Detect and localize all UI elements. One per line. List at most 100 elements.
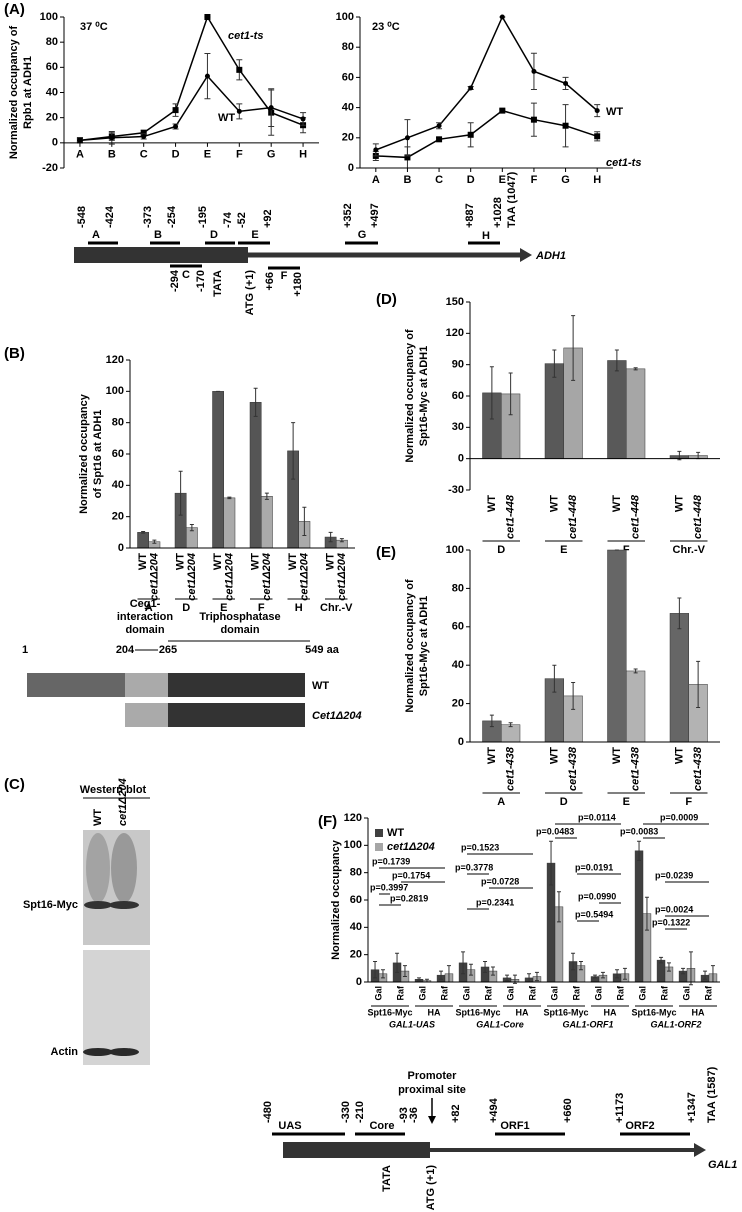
- y-tick-label: 0: [348, 162, 354, 174]
- bar: [223, 497, 236, 549]
- y-tick-label: 150: [446, 296, 464, 308]
- marker: [141, 134, 147, 140]
- error-bar: [141, 531, 146, 534]
- map-label: interaction: [117, 611, 174, 623]
- map-label: Promoter: [408, 1070, 458, 1082]
- map-label: +494: [488, 1097, 500, 1123]
- error-bar: [688, 951, 693, 986]
- y-tick-label: 80: [342, 41, 354, 53]
- y-tick-label: 120: [344, 812, 362, 824]
- y-tick-label: 100: [336, 11, 354, 23]
- line: [79, 74, 304, 142]
- bar: [607, 360, 627, 459]
- map-label: +660: [562, 1098, 574, 1123]
- map-label: ATG (+1): [244, 270, 256, 316]
- y-tick-label: 80: [350, 867, 362, 879]
- y-tick-label: 100: [344, 839, 362, 851]
- blot-smear: [111, 833, 137, 903]
- map-block: [168, 703, 305, 727]
- map-label: -210: [354, 1101, 366, 1123]
- y-tick-label: 0: [458, 736, 464, 748]
- error-bar: [339, 538, 344, 543]
- map-label: 1: [22, 644, 28, 656]
- map-label: TATA: [212, 270, 224, 297]
- p-value: p=0.0024: [655, 904, 693, 914]
- marker: [204, 73, 210, 79]
- panel-label: (F): [318, 813, 337, 830]
- p-value: p=0.5494: [575, 909, 613, 919]
- error-bar: [468, 963, 473, 976]
- map-block: [125, 703, 168, 727]
- bar: [626, 670, 646, 743]
- panel-label: (E): [376, 544, 396, 561]
- bar: [137, 532, 149, 549]
- error-bar: [508, 722, 513, 728]
- map-block: [27, 673, 125, 697]
- series-tick-label: WT: [548, 495, 560, 512]
- y-tick-label: 20: [452, 698, 464, 710]
- p-value: p=0.0009: [660, 812, 698, 822]
- y-tick-label: 0: [52, 137, 58, 149]
- bar: [261, 496, 273, 549]
- bar: [544, 363, 564, 459]
- map-label: +1347: [686, 1092, 698, 1123]
- error-bar: [637, 840, 642, 861]
- error-bar: [633, 367, 638, 371]
- map-label: TATA: [381, 1165, 393, 1192]
- series-tick-label: cet1Δ204: [186, 553, 198, 601]
- panel-label: (C): [4, 776, 25, 793]
- group-label: Spt16-Myc: [543, 1007, 588, 1017]
- error-bar: [552, 664, 557, 693]
- marker: [404, 154, 411, 161]
- x-tick-label: Raf: [395, 985, 405, 1001]
- error-bar: [659, 956, 664, 964]
- error-bar: [578, 961, 583, 971]
- map-label: +497: [369, 203, 381, 228]
- series-tick-label: WT: [250, 553, 262, 570]
- error-bar: [681, 967, 686, 975]
- map-label: C: [182, 269, 190, 281]
- y-tick-label: 100: [40, 11, 58, 23]
- map-label: TAA (1047): [506, 171, 518, 228]
- blot-band: [83, 1048, 113, 1056]
- marker: [109, 135, 115, 141]
- map-label: -424: [104, 205, 116, 228]
- series-label: cet1-ts: [606, 157, 641, 169]
- map-block: [74, 247, 248, 263]
- x-tick-label: Gal: [549, 986, 559, 1001]
- series-tick-label: WT: [486, 747, 498, 764]
- map-label: -254: [166, 205, 178, 228]
- marker: [268, 105, 274, 111]
- x-tick-label: B: [108, 149, 116, 161]
- y-tick-label: 0: [356, 976, 362, 988]
- map-label: +92: [262, 209, 274, 228]
- y-tick-label: 60: [46, 61, 58, 73]
- error-bar: [380, 969, 385, 979]
- y-tick-label: 0: [118, 542, 124, 554]
- p-value: p=0.3778: [455, 862, 493, 872]
- error-bar: [373, 961, 378, 979]
- p-value: p=0.1523: [461, 842, 499, 852]
- error-bar: [264, 492, 269, 500]
- x-tick-label: Raf: [703, 985, 713, 1001]
- x-tick-label: F: [236, 149, 243, 161]
- series-tick-label: WT: [611, 747, 623, 764]
- y-tick-label: 100: [446, 544, 464, 556]
- y-tick-label: 90: [452, 359, 464, 371]
- y-tick-label: 30: [452, 421, 464, 433]
- y-axis-label: Normalized occupancy of: [404, 579, 416, 713]
- marker: [530, 116, 537, 123]
- map-label: -93: [398, 1107, 410, 1123]
- group-label: HA: [428, 1007, 441, 1017]
- map-block: [168, 673, 305, 697]
- x-tick-label: Raf: [571, 985, 581, 1001]
- error-bar: [508, 372, 513, 416]
- error-bar: [571, 681, 576, 710]
- blot-label: WT: [92, 809, 104, 826]
- line: [375, 15, 598, 151]
- blot-label: cet1Δ204: [117, 778, 129, 826]
- map-label: H: [482, 230, 490, 242]
- annotation: 37 ⁰C: [80, 21, 108, 33]
- error-bar: [395, 952, 400, 973]
- series-tick-label: WT: [212, 553, 224, 570]
